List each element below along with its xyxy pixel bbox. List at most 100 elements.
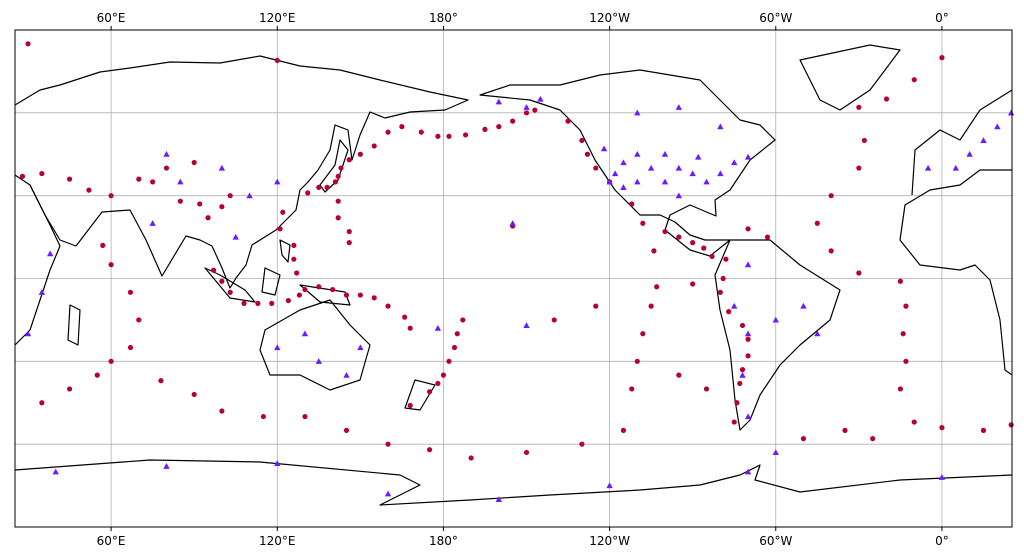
station [744, 261, 752, 268]
coastline [259, 299, 371, 391]
earthquake [39, 170, 45, 177]
station [218, 164, 226, 171]
earthquake [856, 165, 862, 171]
lon-tick-label: 180° [429, 11, 458, 25]
earthquake [856, 104, 862, 110]
station [495, 98, 503, 105]
station [744, 153, 752, 160]
earthquake [900, 331, 906, 337]
earthquake [385, 129, 391, 135]
earthquake [723, 256, 729, 262]
earthquake [227, 289, 233, 295]
station [703, 178, 710, 185]
earthquake [739, 322, 746, 329]
earthquake [219, 278, 225, 284]
earthquake [654, 284, 660, 290]
station [938, 474, 946, 480]
earthquake [197, 201, 203, 207]
earthquake [163, 165, 170, 171]
earthquake [446, 358, 452, 364]
coastline [14, 184, 61, 346]
map-frame [14, 29, 1013, 528]
earthquake [177, 198, 183, 204]
earthquake [191, 391, 197, 398]
coastline [899, 169, 1013, 376]
station [46, 250, 54, 257]
earthquake [399, 124, 405, 130]
station [675, 192, 683, 199]
earthquake [274, 57, 280, 63]
coastline [799, 44, 901, 111]
earthquake [426, 389, 433, 395]
earthquake [277, 226, 283, 232]
station [163, 151, 170, 157]
earthquake [551, 317, 557, 323]
earthquake [690, 240, 696, 246]
earthquake [241, 300, 247, 306]
lon-tick-label: 120°E [259, 11, 296, 25]
lon-tick-label: 120°W [589, 11, 630, 25]
station [647, 164, 655, 171]
earthquake [66, 386, 73, 392]
earthquake [150, 179, 156, 185]
station [611, 170, 619, 177]
earthquake [191, 159, 197, 166]
earthquake [426, 447, 433, 453]
earthquake [734, 400, 740, 406]
station [600, 145, 608, 152]
lon-tick-label: 0° [935, 11, 949, 25]
station [537, 95, 544, 102]
earthquake [418, 129, 424, 135]
earthquake [510, 118, 516, 124]
earthquake [861, 137, 867, 144]
earthquake [883, 96, 890, 102]
station [717, 170, 724, 177]
earthquake [640, 220, 646, 226]
earthquake [565, 118, 571, 124]
earthquake [335, 198, 341, 204]
earthquake [717, 289, 723, 295]
earthquake [800, 436, 807, 442]
earthquake [94, 372, 100, 378]
station [523, 322, 530, 328]
earthquake [227, 193, 233, 199]
earthquake [460, 317, 466, 323]
lon-tick-label: 180° [429, 534, 458, 548]
station [495, 496, 503, 502]
earthquake [532, 107, 538, 113]
earthquake [280, 209, 286, 215]
earthquake [662, 228, 668, 235]
earthquake [709, 253, 715, 260]
earthquake [593, 303, 599, 309]
station [315, 358, 323, 364]
earthquake [205, 215, 211, 221]
earthquake [897, 386, 903, 392]
earthquake [219, 204, 225, 210]
earthquake [330, 286, 336, 293]
earthquake [737, 380, 743, 387]
station [149, 220, 156, 226]
earthquake [108, 193, 114, 199]
station [744, 413, 752, 420]
coastline [479, 69, 776, 257]
earthquake [19, 173, 26, 179]
lon-tick-label: 120°E [259, 534, 296, 548]
earthquake [291, 256, 297, 262]
earthquake [726, 309, 732, 315]
earthquake [814, 220, 820, 226]
station [434, 325, 442, 331]
earthquake [842, 427, 848, 433]
earthquake [870, 436, 876, 442]
station [739, 371, 746, 378]
earthquake [296, 292, 303, 298]
earthquake [285, 297, 291, 304]
earthquake [903, 303, 909, 309]
station [1007, 109, 1015, 116]
earthquake [523, 110, 530, 116]
station [661, 151, 669, 157]
earthquake [346, 240, 352, 246]
earthquake [828, 248, 834, 254]
earthquake [468, 455, 474, 461]
earthquake [338, 165, 344, 171]
station [274, 344, 281, 351]
